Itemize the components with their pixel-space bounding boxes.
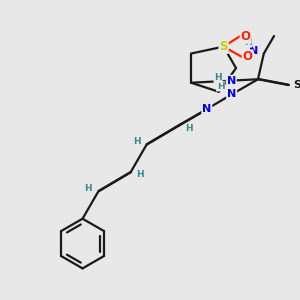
Text: S: S bbox=[219, 40, 228, 53]
Text: O: O bbox=[243, 50, 253, 63]
Text: H: H bbox=[85, 184, 92, 193]
Text: N: N bbox=[227, 89, 236, 100]
Text: H: H bbox=[185, 124, 193, 133]
Text: H: H bbox=[214, 73, 222, 82]
Text: S: S bbox=[293, 80, 300, 90]
Text: N: N bbox=[249, 46, 258, 56]
Text: H: H bbox=[244, 38, 251, 47]
Text: O: O bbox=[241, 30, 250, 43]
Text: H: H bbox=[133, 137, 140, 146]
Text: H: H bbox=[136, 170, 144, 179]
Text: H: H bbox=[217, 82, 224, 91]
Text: N: N bbox=[226, 76, 236, 85]
Text: N: N bbox=[202, 104, 212, 114]
